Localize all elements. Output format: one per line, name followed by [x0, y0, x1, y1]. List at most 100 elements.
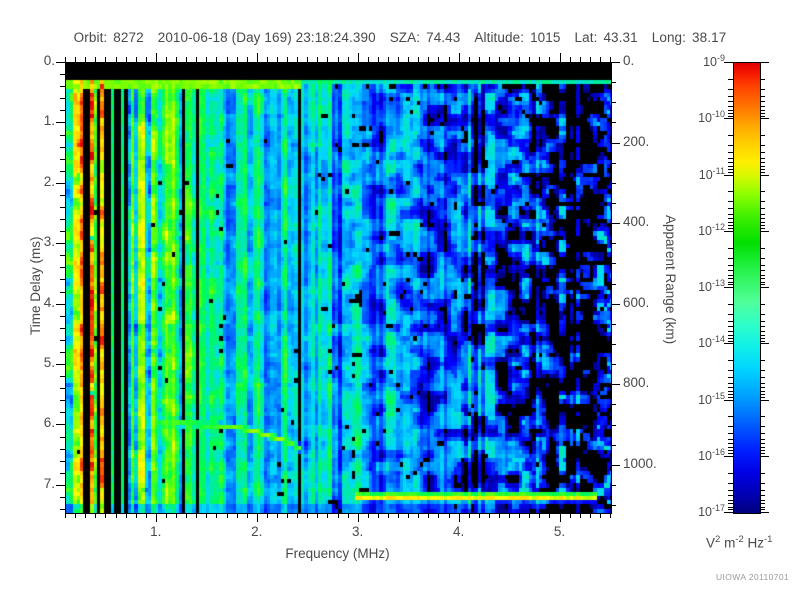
colorbar-tick-label: 10-14	[698, 334, 725, 351]
x-axis-minor-tick	[569, 513, 571, 518]
y-left-minor-tick	[60, 219, 65, 220]
colorbar-left-tick	[728, 201, 733, 203]
colorbar-left-tick	[728, 450, 733, 452]
y-left-major-tick	[56, 62, 65, 63]
colorbar-left-tick	[728, 326, 733, 328]
colorbar-tick-label: 10-17	[698, 503, 725, 520]
colorbar-minor-tick	[760, 370, 765, 372]
colorbar-left-tick	[728, 443, 733, 445]
x-axis-minor-tick	[95, 513, 97, 518]
colorbar-minor-tick	[760, 482, 765, 484]
x-axis-minor-tick	[287, 513, 288, 518]
colorbar-left-tick	[724, 230, 733, 232]
colorbar-left-tick	[728, 191, 733, 193]
x-axis-top-tick	[408, 57, 410, 62]
colorbar-left-tick	[728, 370, 733, 372]
x-axis-top-tick	[216, 57, 218, 62]
colorbar-left-tick	[728, 337, 733, 339]
x-axis-top-tick	[256, 53, 258, 62]
y-left-minor-tick	[60, 400, 65, 402]
ionogram-plot	[65, 62, 612, 514]
colorbar-left-tick	[728, 171, 733, 173]
lat-label: Lat:	[574, 30, 598, 45]
y-left-tick-label: 4.	[43, 294, 55, 310]
colorbar-minor-tick	[760, 426, 765, 428]
colorbar-left-tick	[728, 135, 733, 137]
x-axis-top-tick	[276, 57, 278, 62]
x-axis-top-tick	[327, 57, 329, 62]
x-axis-top-tick	[458, 53, 460, 62]
x-axis-top-tick	[236, 57, 238, 62]
x-axis-top-tick	[196, 57, 198, 62]
x-axis-minor-tick	[307, 513, 309, 518]
y-right-minor-tick	[611, 243, 616, 245]
y-left-minor-tick	[60, 460, 65, 462]
colorbar-gradient	[733, 62, 761, 514]
x-axis-top-tick	[347, 57, 349, 62]
x-axis-top-tick	[569, 57, 571, 62]
x-axis-minor-tick	[206, 513, 208, 518]
colorbar-major-tick	[760, 399, 769, 401]
x-axis-minor-tick	[488, 513, 490, 518]
y-left-minor-tick	[60, 448, 65, 450]
x-axis-minor-tick	[337, 513, 339, 518]
colorbar-minor-tick	[760, 225, 765, 227]
y-left-tick-label: 6.	[43, 415, 55, 431]
y-left-minor-tick	[60, 279, 65, 281]
colorbar-minor-tick	[760, 257, 765, 259]
y-right-major-tick	[611, 223, 620, 225]
y-left-minor-tick	[60, 98, 65, 100]
y-right-minor-tick	[611, 404, 616, 406]
x-axis-tick-label: 4.	[452, 524, 465, 539]
x-axis-minor-tick	[105, 513, 107, 518]
colorbar-minor-tick	[760, 509, 765, 511]
colorbar-minor-tick	[760, 165, 765, 167]
y-left-axis-title: Time Delay (ms)	[28, 236, 43, 335]
colorbar-left-tick	[728, 303, 733, 305]
colorbar-minor-tick	[760, 326, 765, 328]
colorbar-left-tick	[728, 330, 733, 332]
colorbar-left-tick	[728, 438, 733, 440]
colorbar-tick-label: 10-16	[698, 446, 725, 463]
y-right-tick-label: 800.	[623, 375, 650, 391]
y-left-minor-tick	[60, 207, 65, 208]
colorbar-left-tick	[728, 152, 733, 154]
x-axis-top-tick	[610, 57, 611, 62]
y-left-minor-tick	[60, 412, 65, 414]
x-axis-minor-tick	[428, 513, 430, 518]
colorbar-left-tick	[728, 506, 733, 508]
x-axis-top-tick	[377, 57, 379, 62]
y-left-tick-label: 1.	[43, 113, 55, 129]
x-axis-top-tick	[246, 57, 248, 62]
y-left-minor-tick	[60, 436, 65, 438]
colorbar-minor-tick	[760, 396, 765, 398]
x-axis-minor-tick	[297, 513, 299, 518]
colorbar-left-tick	[728, 165, 733, 167]
x-axis-minor-tick	[589, 513, 591, 518]
x-axis-minor-tick	[186, 513, 188, 518]
x-axis-top-tick	[125, 57, 127, 62]
x-axis-top-tick	[266, 57, 268, 62]
y-left-minor-tick	[60, 472, 65, 474]
colorbar-minor-tick	[760, 135, 765, 137]
y-right-minor-tick	[611, 444, 616, 446]
sza-value: 74.43	[426, 30, 461, 45]
colorbar-left-tick	[728, 499, 733, 501]
x-axis-top-tick	[388, 57, 389, 62]
x-axis-minor-tick	[468, 513, 470, 518]
colorbar-minor-tick	[760, 228, 765, 230]
colorbar-minor-tick	[760, 390, 765, 392]
y-right-major-tick	[611, 464, 620, 466]
colorbar-tick-label: 10-10	[698, 109, 725, 126]
x-axis-top-tick	[115, 57, 117, 62]
x-axis-minor-tick	[246, 513, 248, 518]
x-axis-top-tick	[95, 57, 97, 62]
x-axis-minor-tick	[478, 513, 480, 518]
x-axis-top-tick	[145, 57, 147, 62]
colorbar-minor-tick	[760, 201, 765, 203]
colorbar-left-tick	[728, 489, 733, 491]
colorbar-minor-tick	[760, 394, 765, 395]
colorbar-left-tick	[728, 145, 733, 147]
x-axis-minor-tick	[418, 513, 420, 518]
